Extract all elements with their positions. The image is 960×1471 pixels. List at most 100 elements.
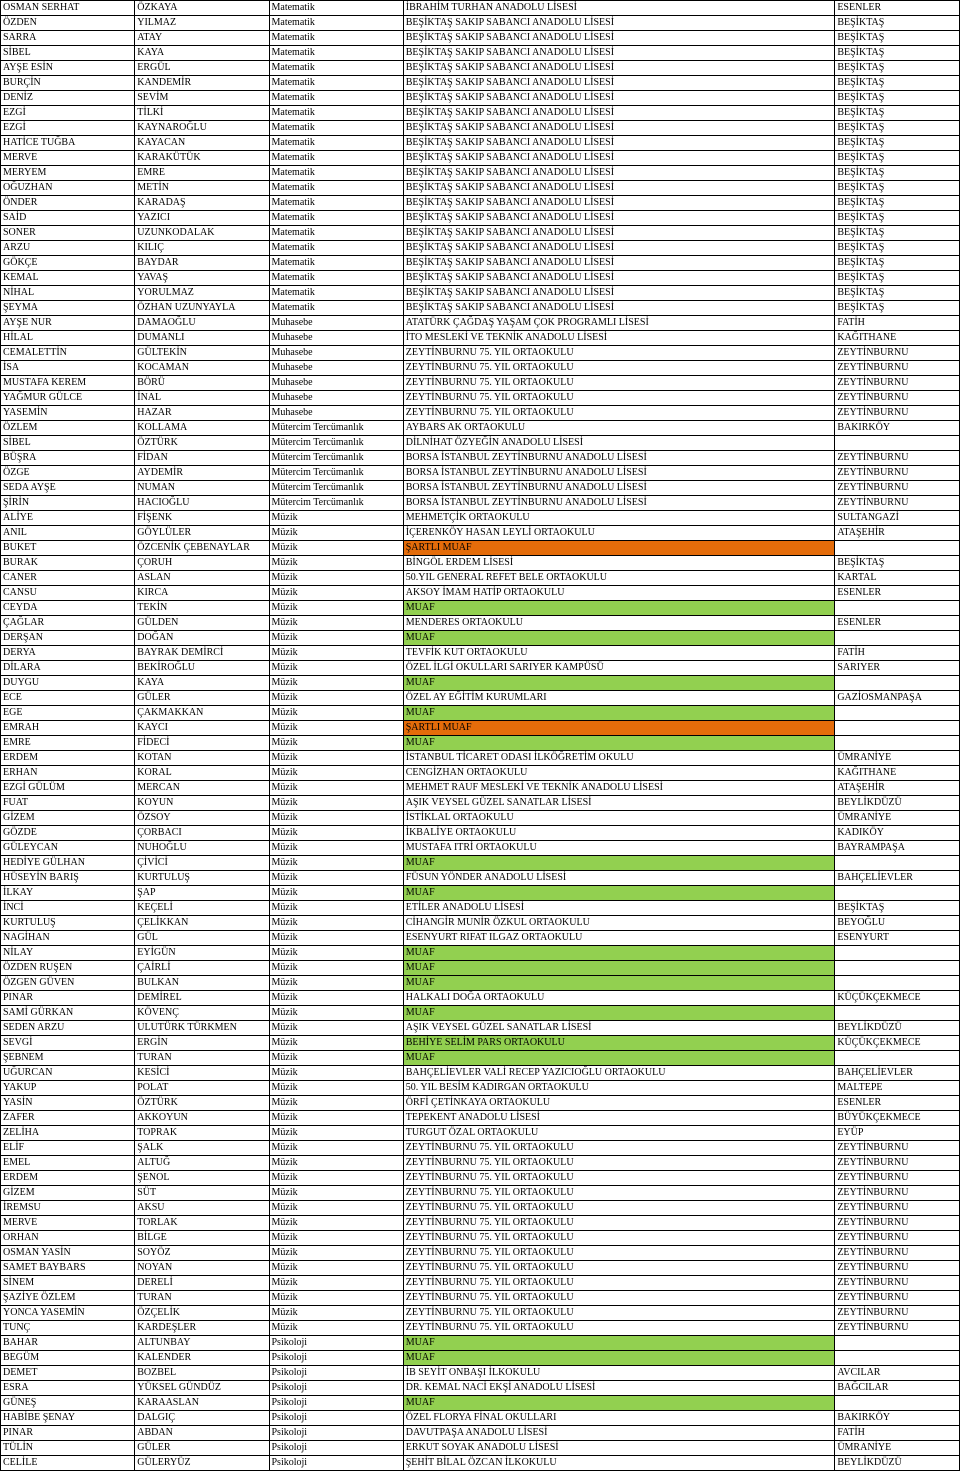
school-cell: İB SEYİT ONBAŞI İLKOKULU bbox=[403, 1366, 835, 1381]
school-cell: TEPEKENT ANADOLU LİSESİ bbox=[403, 1111, 835, 1126]
last-name-cell: TURAN bbox=[135, 1291, 269, 1306]
first-name-cell: GİZEM bbox=[1, 1186, 135, 1201]
district-cell: BEYOĞLU bbox=[835, 916, 960, 931]
school-cell: MENDERES ORTAOKULU bbox=[403, 616, 835, 631]
last-name-cell: KESİCİ bbox=[135, 1066, 269, 1081]
branch-cell: Müzik bbox=[269, 826, 403, 841]
school-cell: AKSOY İMAM HATİP ORTAOKULU bbox=[403, 586, 835, 601]
first-name-cell: YAKUP bbox=[1, 1081, 135, 1096]
table-row: BÜŞRAFİDANMütercim TercümanlıkBORSA İSTA… bbox=[1, 451, 960, 466]
school-cell: DİLNİHAT ÖZYEĞİN ANADOLU LİSESİ bbox=[403, 436, 835, 451]
school-cell: BEŞİKTAŞ SAKIP SABANCI ANADOLU LİSESİ bbox=[403, 241, 835, 256]
table-row: ORHANBİLGEMüzikZEYTİNBURNU 75. YIL ORTAO… bbox=[1, 1231, 960, 1246]
last-name-cell: GÜLERYÜZ bbox=[135, 1456, 269, 1471]
district-cell: BEŞİKTAŞ bbox=[835, 286, 960, 301]
branch-cell: Müzik bbox=[269, 901, 403, 916]
branch-cell: Müzik bbox=[269, 646, 403, 661]
table-row: ŞAZİYE ÖZLEMTURANMüzikZEYTİNBURNU 75. YI… bbox=[1, 1291, 960, 1306]
first-name-cell: ÖZDEN RUŞEN bbox=[1, 961, 135, 976]
district-cell: BEŞİKTAŞ bbox=[835, 181, 960, 196]
school-cell: İSTİKLAL ORTAOKULU bbox=[403, 811, 835, 826]
table-row: EGEÇAKMAKKANMüzikMUAF bbox=[1, 706, 960, 721]
last-name-cell: KARDEŞLER bbox=[135, 1321, 269, 1336]
first-name-cell: KURTULUŞ bbox=[1, 916, 135, 931]
school-cell: MUAF bbox=[403, 1336, 835, 1351]
school-cell: ZEYTİNBURNU 75. YIL ORTAOKULU bbox=[403, 346, 835, 361]
first-name-cell: ECE bbox=[1, 691, 135, 706]
district-cell: BEYLİKDÜZÜ bbox=[835, 1021, 960, 1036]
table-row: ÖZGEN GÜVENBULKANMüzikMUAF bbox=[1, 976, 960, 991]
district-cell: BEŞİKTAŞ bbox=[835, 556, 960, 571]
district-cell: ZEYTİNBURNU bbox=[835, 1156, 960, 1171]
first-name-cell: EZGİ bbox=[1, 106, 135, 121]
branch-cell: Matematik bbox=[269, 16, 403, 31]
table-row: SAİDYAZICIMatematikBEŞİKTAŞ SAKIP SABANC… bbox=[1, 211, 960, 226]
branch-cell: Müzik bbox=[269, 1291, 403, 1306]
branch-cell: Müzik bbox=[269, 871, 403, 886]
district-cell: ZEYTİNBURNU bbox=[835, 361, 960, 376]
district-cell bbox=[835, 1351, 960, 1366]
last-name-cell: ÇORUH bbox=[135, 556, 269, 571]
table-row: UĞURCANKESİCİMüzikBAHÇELİEVLER VALİ RECE… bbox=[1, 1066, 960, 1081]
last-name-cell: BAYDAR bbox=[135, 256, 269, 271]
district-cell: BEŞİKTAŞ bbox=[835, 226, 960, 241]
table-row: İSAKOCAMANMuhasebeZEYTİNBURNU 75. YIL OR… bbox=[1, 361, 960, 376]
district-cell: BEYLİKDÜZÜ bbox=[835, 796, 960, 811]
first-name-cell: HEDİYE GÜLHAN bbox=[1, 856, 135, 871]
table-row: EMREFİDECİMüzikMUAF bbox=[1, 736, 960, 751]
first-name-cell: EZGİ GÜLÜM bbox=[1, 781, 135, 796]
last-name-cell: POLAT bbox=[135, 1081, 269, 1096]
table-row: ÖZGEAYDEMİRMütercim TercümanlıkBORSA İST… bbox=[1, 466, 960, 481]
school-cell: ZEYTİNBURNU 75. YIL ORTAOKULU bbox=[403, 376, 835, 391]
first-name-cell: SİBEL bbox=[1, 46, 135, 61]
school-cell: MUAF bbox=[403, 1051, 835, 1066]
first-name-cell: NİHAL bbox=[1, 286, 135, 301]
first-name-cell: MERYEM bbox=[1, 166, 135, 181]
school-cell: DR. KEMAL NACİ EKŞİ ANADOLU LİSESİ bbox=[403, 1381, 835, 1396]
table-row: EZGİ GÜLÜMMERCANMüzikMEHMET RAUF MESLEKİ… bbox=[1, 781, 960, 796]
school-cell: ETİLER ANADOLU LİSESİ bbox=[403, 901, 835, 916]
school-cell: MUAF bbox=[403, 601, 835, 616]
table-row: İNCİKEÇELİMüzikETİLER ANADOLU LİSESİBEŞİ… bbox=[1, 901, 960, 916]
branch-cell: Müzik bbox=[269, 991, 403, 1006]
school-cell: MUAF bbox=[403, 1351, 835, 1366]
last-name-cell: ŞALK bbox=[135, 1141, 269, 1156]
last-name-cell: KAYCI bbox=[135, 721, 269, 736]
last-name-cell: TORLAK bbox=[135, 1216, 269, 1231]
school-cell: ZEYTİNBURNU 75. YIL ORTAOKULU bbox=[403, 406, 835, 421]
branch-cell: Müzik bbox=[269, 511, 403, 526]
first-name-cell: OSMAN SERHAT bbox=[1, 1, 135, 16]
school-cell: AŞIK VEYSEL GÜZEL SANATLAR LİSESİ bbox=[403, 796, 835, 811]
school-cell: ZEYTİNBURNU 75. YIL ORTAOKULU bbox=[403, 391, 835, 406]
district-cell: BÜYÜKÇEKMECE bbox=[835, 1111, 960, 1126]
school-cell: ZEYTİNBURNU 75. YIL ORTAOKULU bbox=[403, 1291, 835, 1306]
first-name-cell: ELİF bbox=[1, 1141, 135, 1156]
table-row: ÇAĞLARGÜLDENMüzikMENDERES ORTAOKULUESENL… bbox=[1, 616, 960, 631]
first-name-cell: DUYGU bbox=[1, 676, 135, 691]
last-name-cell: DERELİ bbox=[135, 1276, 269, 1291]
table-row: GÜLEYCANNUHOĞLUMüzikMUSTAFA ITRİ ORTAOKU… bbox=[1, 841, 960, 856]
district-cell: ZEYTİNBURNU bbox=[835, 496, 960, 511]
branch-cell: Psikoloji bbox=[269, 1366, 403, 1381]
school-cell: BEŞİKTAŞ SAKIP SABANCI ANADOLU LİSESİ bbox=[403, 106, 835, 121]
school-cell: BEŞİKTAŞ SAKIP SABANCI ANADOLU LİSESİ bbox=[403, 76, 835, 91]
first-name-cell: PINAR bbox=[1, 1426, 135, 1441]
branch-cell: Müzik bbox=[269, 1006, 403, 1021]
last-name-cell: KARAKÜTÜK bbox=[135, 151, 269, 166]
branch-cell: Müzik bbox=[269, 811, 403, 826]
last-name-cell: DEMİREL bbox=[135, 991, 269, 1006]
first-name-cell: ÖZLEM bbox=[1, 421, 135, 436]
table-row: GÜNEŞKARAASLANPsikolojiMUAF bbox=[1, 1396, 960, 1411]
district-cell: BEŞİKTAŞ bbox=[835, 46, 960, 61]
first-name-cell: CANSU bbox=[1, 586, 135, 601]
last-name-cell: GÜL bbox=[135, 931, 269, 946]
last-name-cell: FİDAN bbox=[135, 451, 269, 466]
branch-cell: Matematik bbox=[269, 31, 403, 46]
school-cell: İKBALİYE ORTAOKULU bbox=[403, 826, 835, 841]
branch-cell: Mütercim Tercümanlık bbox=[269, 481, 403, 496]
table-row: ERDEMKOTANMüzikİSTANBUL TİCARET ODASI İL… bbox=[1, 751, 960, 766]
first-name-cell: SONER bbox=[1, 226, 135, 241]
last-name-cell: ÇAİRLİ bbox=[135, 961, 269, 976]
branch-cell: Müzik bbox=[269, 1126, 403, 1141]
district-cell: ESENLER bbox=[835, 1, 960, 16]
